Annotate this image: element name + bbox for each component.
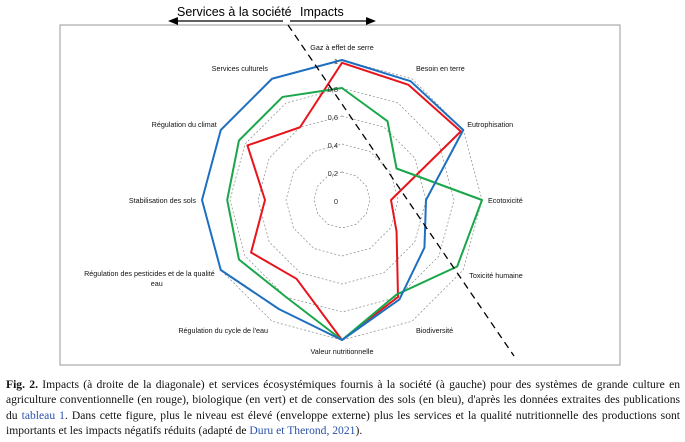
left-header-label: Services à la société (177, 5, 292, 19)
tick-label: 0,2 (328, 169, 338, 178)
axis-label: Biodiversité (416, 326, 453, 335)
axis-label: Valeur nutritionnelle (311, 347, 374, 356)
grid-ring (257, 115, 427, 285)
grid-ring (313, 171, 371, 229)
left-arrow (168, 17, 283, 25)
series-line-3 (201, 59, 465, 341)
right-arrow (290, 17, 376, 25)
diagonal-divider (287, 24, 515, 357)
axis-label: Besoin en terre (416, 64, 465, 73)
axis-label: Régulation des pesticides et de la quali… (84, 269, 215, 288)
axis-label: Gaz à effet de serre (310, 43, 373, 52)
radar-axis-labels: Gaz à effet de serre Besoin en terre Eutro… (84, 43, 523, 356)
tick-label: 0 (334, 197, 338, 206)
tick-label: 0,6 (328, 113, 338, 122)
radar-chart: Services à la société Impacts 0 0,2 0,4 0,6… (59, 5, 621, 366)
caption-text-1: Impacts (à droite de la diagonale) et se… (6, 378, 681, 422)
axis-label: Stabilisation des sols (129, 196, 197, 205)
caption-link-reference[interactable]: Duru et Therond, 2021 (249, 423, 356, 437)
tick-label: 1 (334, 57, 338, 66)
axis-label: Régulation du cycle de l'eau (178, 326, 268, 335)
axis-label: Régulation du climat (152, 120, 217, 129)
tick-label: 0,4 (328, 141, 338, 150)
radar-series (201, 59, 483, 341)
grid-ring (285, 143, 399, 257)
caption-text-2: . Dans cette figure, plus le niveau est … (6, 408, 681, 437)
figure-caption: Fig. 2. Impacts (à droite de la diagonal… (6, 377, 680, 438)
axis-label: Toxicité humaine (469, 271, 523, 280)
caption-label: Fig. 2. (6, 378, 38, 391)
axis-label: Services culturels (212, 64, 269, 73)
chart-frame (59, 24, 621, 366)
axis-label: Ecotoxicité (488, 196, 523, 205)
caption-link-table[interactable]: tableau 1 (21, 408, 65, 422)
caption-text-3: ). (355, 423, 363, 437)
axis-label: Eutrophisation (467, 120, 513, 129)
right-header-label: Impacts (300, 5, 344, 19)
